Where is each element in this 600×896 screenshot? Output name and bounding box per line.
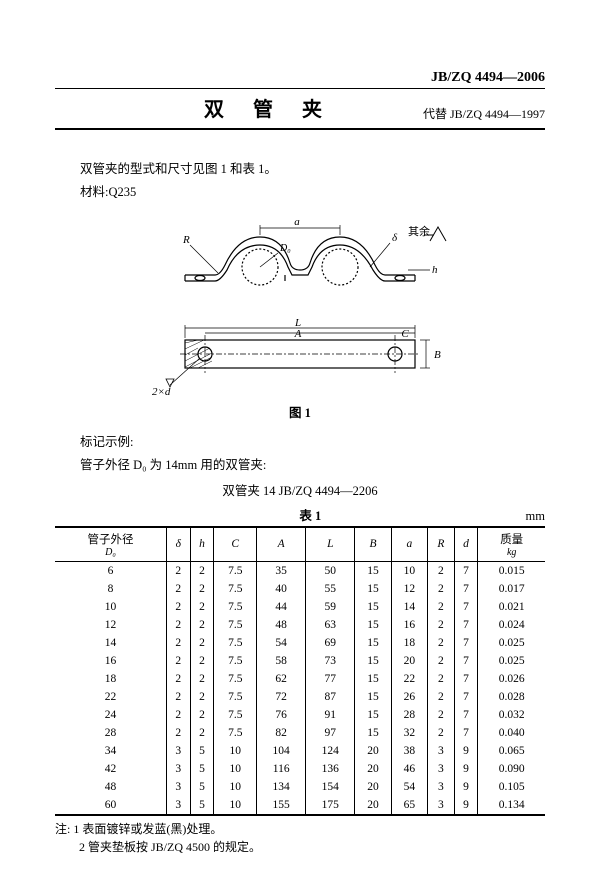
table-row: 12227.548631516270.024 xyxy=(55,616,545,634)
dim-B-label: B xyxy=(434,349,441,361)
dim-C-label: C xyxy=(401,328,409,340)
table-row: 6227.535501510270.015 xyxy=(55,561,545,580)
col-R: R xyxy=(428,527,455,562)
note-1: 注: 1 表面镀锌或发蓝(黑)处理。 xyxy=(55,820,545,838)
marking-heading: 标记示例: xyxy=(55,431,545,454)
table-row: 22227.572871526270.028 xyxy=(55,688,545,706)
table-row: 14227.554691518270.025 xyxy=(55,634,545,652)
dim-delta-label: δ xyxy=(392,232,398,244)
col-C: C xyxy=(214,527,257,562)
table-row: 6035101551752065390.134 xyxy=(55,796,545,815)
table-row: 28227.582971532270.040 xyxy=(55,724,545,742)
table-row: 18227.562771522270.026 xyxy=(55,670,545,688)
clamp-diagram: a R δ D₀ h xyxy=(130,215,470,400)
table-row: 10227.544591514270.021 xyxy=(55,598,545,616)
table-caption-row: 表 1 mm xyxy=(55,505,545,524)
col-D0: 管子外径D₀ xyxy=(55,527,166,562)
col-mass: 质量kg xyxy=(478,527,545,562)
col-delta: δ xyxy=(166,527,190,562)
figure-caption: 图 1 xyxy=(55,402,545,421)
table-unit: mm xyxy=(526,509,545,524)
replaces-label: 代替 JB/ZQ 4494—1997 xyxy=(423,105,545,122)
dimensions-table: 管子外径D₀δhCALBaRd质量kg 6227.535501510270.01… xyxy=(55,526,545,816)
dim-2d-label: 2×d xyxy=(152,386,171,398)
intro-block: 双管夹的型式和尺寸见图 1 和表 1。 材料:Q235 xyxy=(55,158,545,203)
standard-header: JB/ZQ 4494—2006 双 管 夹 代替 JB/ZQ 4494—1997 xyxy=(55,70,545,130)
material-line: 材料:Q235 xyxy=(55,181,545,204)
col-B: B xyxy=(355,527,391,562)
figure-1: a R δ D₀ h xyxy=(55,215,545,421)
designation-line: 双管夹 14 JB/ZQ 4494—2206 xyxy=(55,480,545,503)
page-title: 双 管 夹 xyxy=(55,93,423,122)
col-L: L xyxy=(306,527,355,562)
table-row: 8227.540551512270.017 xyxy=(55,580,545,598)
marking-example: 标记示例: 管子外径 D₀ 为 14mm 用的双管夹: 双管夹 14 JB/ZQ… xyxy=(55,431,545,503)
dim-D0-label: D₀ xyxy=(279,243,291,254)
dim-R-label: R xyxy=(182,234,190,246)
table-row: 3435101041242038390.065 xyxy=(55,742,545,760)
intro-line-1: 双管夹的型式和尺寸见图 1 和表 1。 xyxy=(55,158,545,181)
surplus-label: 其余 xyxy=(408,224,430,238)
standard-number: JB/ZQ 4494—2006 xyxy=(55,70,545,89)
col-h: h xyxy=(190,527,214,562)
dim-a-label: a xyxy=(294,216,300,228)
title-row: 双 管 夹 代替 JB/ZQ 4494—1997 xyxy=(55,89,545,130)
table-row: 16227.558731520270.025 xyxy=(55,652,545,670)
col-a: a xyxy=(391,527,427,562)
table-row: 24227.576911528270.032 xyxy=(55,706,545,724)
col-A: A xyxy=(257,527,306,562)
table-caption: 表 1 xyxy=(95,505,526,524)
page: JB/ZQ 4494—2006 双 管 夹 代替 JB/ZQ 4494—1997… xyxy=(0,0,600,896)
table-row: 4835101341542054390.105 xyxy=(55,778,545,796)
table-row: 4235101161362046390.090 xyxy=(55,760,545,778)
marking-body: 管子外径 D₀ 为 14mm 用的双管夹: xyxy=(55,454,545,477)
col-d: d xyxy=(454,527,478,562)
dim-h-label: h xyxy=(432,264,438,276)
dim-A-label: A xyxy=(294,328,302,340)
note-2: 2 管夹垫板按 JB/ZQ 4500 的规定。 xyxy=(55,838,545,856)
table-notes: 注: 1 表面镀锌或发蓝(黑)处理。 2 管夹垫板按 JB/ZQ 4500 的规… xyxy=(55,820,545,856)
